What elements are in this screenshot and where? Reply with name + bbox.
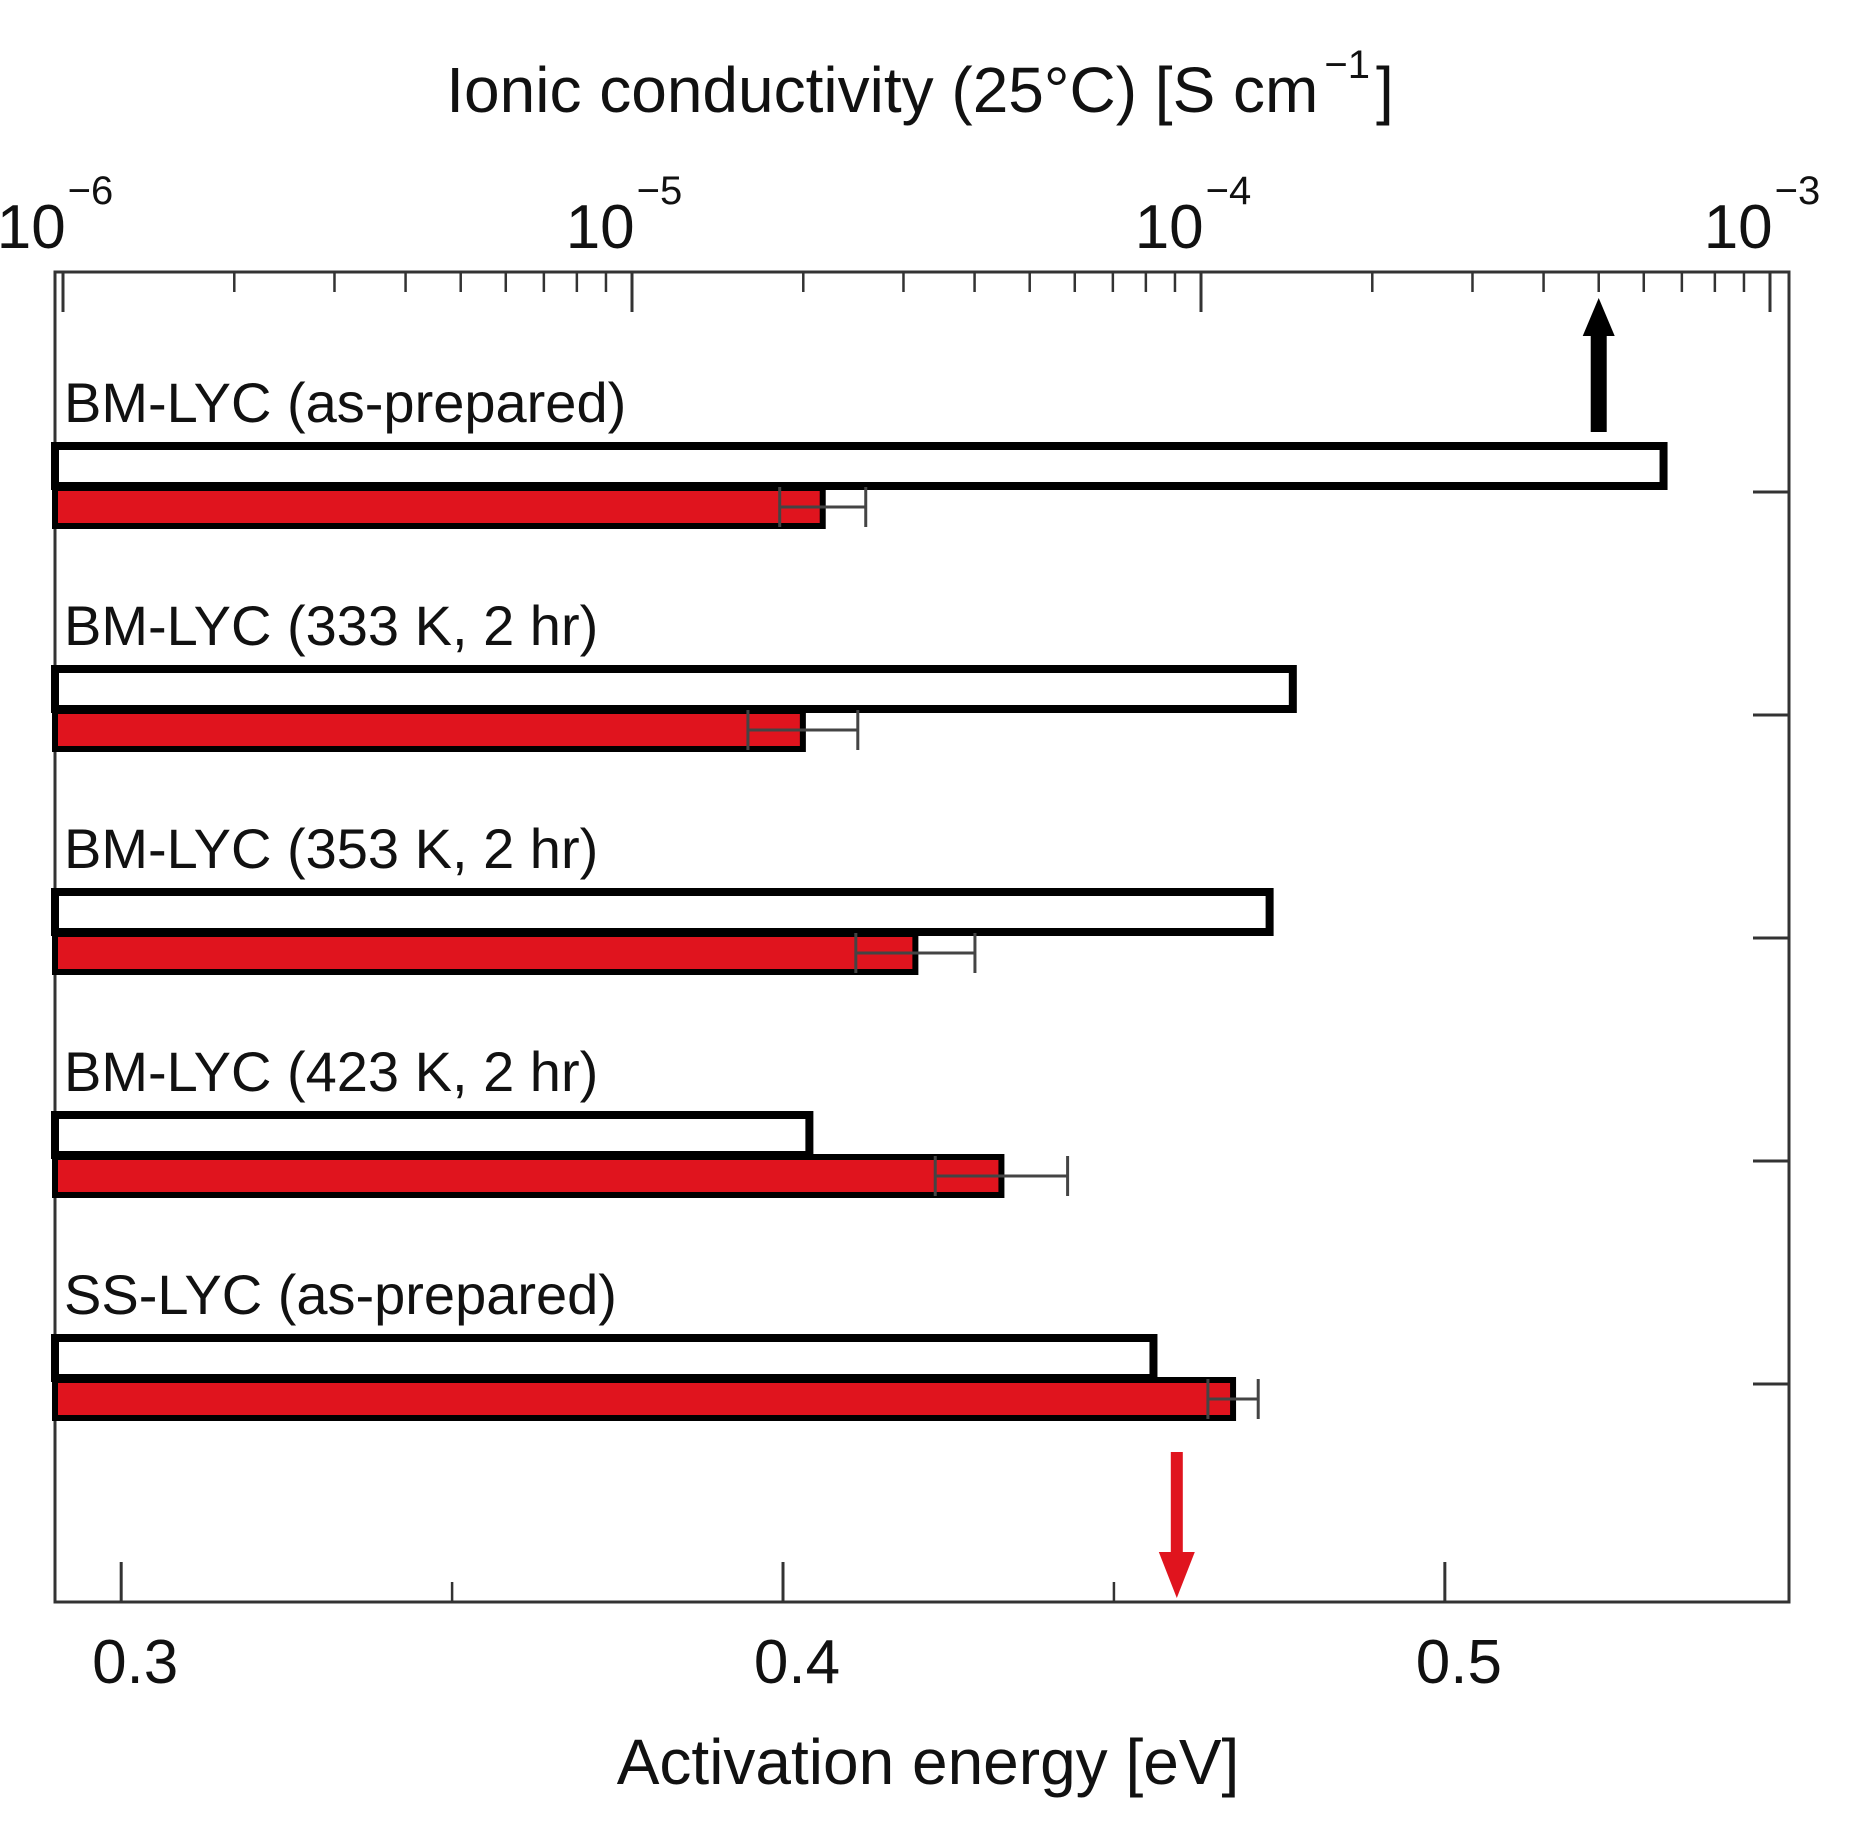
category-label: BM-LYC (as-prepared) <box>64 371 626 434</box>
bars-group <box>51 442 1668 1421</box>
top-tick-exponent: −5 <box>637 169 683 213</box>
category-label: BM-LYC (353 K, 2 hr) <box>64 817 598 880</box>
top-tick-exponent: −6 <box>68 169 114 213</box>
bottom-tick-label: 0.5 <box>1416 1628 1502 1697</box>
bottom-tick-label: 0.3 <box>92 1628 178 1697</box>
category-label: BM-LYC (333 K, 2 hr) <box>64 594 598 657</box>
activation-energy-bar <box>52 1154 1005 1198</box>
annotations-group <box>1158 298 1615 1598</box>
top-axis-tick-labels: 10−610−510−410−3 <box>0 169 1820 262</box>
category-label: BM-LYC (423 K, 2 hr) <box>64 1040 598 1103</box>
top-tick-label: 10−6 <box>0 169 113 262</box>
top-tick-label: 10−5 <box>566 169 683 262</box>
bottom-axis-title: Activation energy [eV] <box>617 1726 1240 1798</box>
top-axis-ticks <box>61 272 1772 312</box>
conductivity-bar <box>51 665 1297 713</box>
bottom-axis-tick-labels: 0.3 0.4 0.5 <box>92 1628 1502 1697</box>
top-axis-title: Ionic conductivity (25°C) [S cm −1] <box>446 43 1393 126</box>
conductivity-bar <box>51 442 1668 490</box>
top-axis-title-main: Ionic conductivity (25°C) [S cm <box>446 54 1318 126</box>
top-tick-label: 10−4 <box>1135 169 1252 262</box>
right-axis-ticks <box>1753 490 1789 1386</box>
top-tick-exponent: −4 <box>1206 169 1252 213</box>
top-tick-base: 10 <box>0 193 66 262</box>
top-tick-exponent: −3 <box>1775 169 1821 213</box>
conductivity-bar <box>51 888 1274 936</box>
activation-energy-bar <box>52 485 826 529</box>
bottom-axis-ticks <box>119 1562 1447 1602</box>
category-labels: BM-LYC (as-prepared) BM-LYC (333 K, 2 hr)… <box>64 371 626 1326</box>
activation-arrow-head <box>1158 1552 1195 1598</box>
top-axis-title-close: ] <box>1376 54 1394 126</box>
top-tick-base: 10 <box>1704 193 1773 262</box>
conductivity-arrow-head <box>1582 298 1615 336</box>
activation-energy-bar <box>52 708 806 752</box>
top-tick-base: 10 <box>566 193 635 262</box>
activation-energy-bar <box>52 931 919 975</box>
category-label: SS-LYC (as-prepared) <box>64 1263 617 1326</box>
conductivity-bar <box>51 1334 1158 1382</box>
top-axis-title-sup: −1 <box>1324 43 1370 87</box>
conductivity-bar <box>51 1111 814 1159</box>
activation-energy-bar <box>52 1377 1237 1421</box>
top-tick-base: 10 <box>1135 193 1204 262</box>
top-tick-label: 10−3 <box>1704 169 1821 262</box>
bottom-tick-label: 0.4 <box>754 1628 840 1697</box>
